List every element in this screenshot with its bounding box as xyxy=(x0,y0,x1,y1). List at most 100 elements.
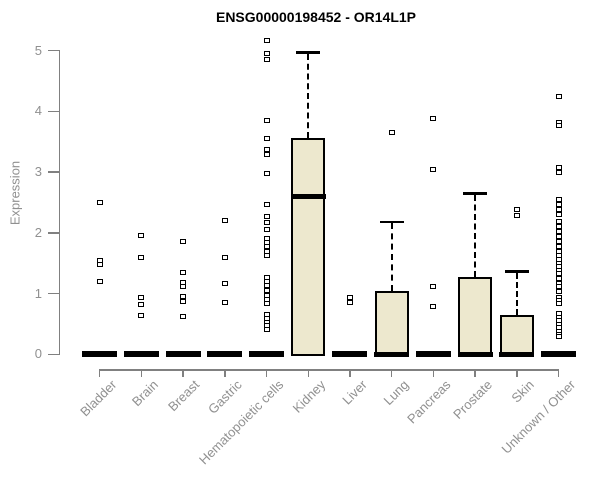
zero-median-bar xyxy=(207,351,243,358)
y-tick-label: 3 xyxy=(34,164,42,180)
box-iqr xyxy=(374,290,409,357)
outlier-point xyxy=(180,239,187,245)
outlier-point xyxy=(138,301,145,307)
y-tick-label: 0 xyxy=(34,346,42,362)
category-label: Gastric xyxy=(204,377,245,417)
outlier-point xyxy=(555,334,562,340)
box-iqr xyxy=(499,314,534,357)
outlier-point xyxy=(555,301,562,307)
outlier-point xyxy=(555,218,562,224)
outlier-point xyxy=(555,224,562,230)
y-axis-tick xyxy=(48,171,60,173)
outlier-point xyxy=(555,202,562,208)
outlier-point xyxy=(555,289,562,295)
box-iqr xyxy=(291,138,326,357)
whisker-cap xyxy=(504,270,529,273)
x-axis-tick xyxy=(307,369,309,377)
category-label: Unknown / Other xyxy=(498,377,579,457)
y-axis-tick xyxy=(48,232,60,234)
outlier-point xyxy=(555,196,562,202)
zero-median-bar xyxy=(332,351,368,358)
outlier-point xyxy=(555,93,562,99)
outlier-point xyxy=(263,147,270,153)
median-line xyxy=(457,351,493,358)
category-label: Brain xyxy=(128,377,161,410)
outlier-point xyxy=(555,212,562,218)
outlier-point xyxy=(138,254,145,260)
y-axis-line xyxy=(58,50,60,355)
zero-median-bar xyxy=(165,351,201,358)
outlier-point xyxy=(388,130,395,136)
x-axis-tick xyxy=(432,369,435,377)
x-axis-tick xyxy=(349,369,351,377)
outlier-point xyxy=(180,294,187,300)
zero-median-bar xyxy=(415,351,451,358)
outlier-point xyxy=(263,117,270,123)
x-axis-tick xyxy=(98,369,101,377)
zero-median-bar xyxy=(82,351,118,358)
outlier-point xyxy=(138,295,145,301)
outlier-point xyxy=(555,248,562,254)
y-axis-tick xyxy=(48,292,60,295)
whisker-cap xyxy=(296,51,321,54)
outlier-point xyxy=(263,282,270,288)
zero-median-bar xyxy=(123,351,159,358)
y-tick-label: 1 xyxy=(34,285,42,301)
outlier-point xyxy=(430,303,437,309)
outlier-point xyxy=(180,298,187,304)
box-iqr xyxy=(458,276,493,357)
x-axis-tick xyxy=(474,369,476,377)
outlier-point xyxy=(555,243,562,249)
median-line xyxy=(290,193,326,200)
category-label: Skin xyxy=(508,377,537,406)
outlier-point xyxy=(513,206,520,212)
whisker-line xyxy=(307,53,310,139)
category-label: Kidney xyxy=(289,377,328,416)
category-label: Pancreas xyxy=(403,377,454,427)
outlier-point xyxy=(96,261,103,267)
zero-median-bar xyxy=(541,351,577,358)
category-label: Bladder xyxy=(76,377,120,420)
outlier-point xyxy=(263,288,270,294)
outlier-point xyxy=(263,56,270,62)
x-axis-tick xyxy=(557,369,560,377)
outlier-point xyxy=(180,283,187,289)
outlier-point xyxy=(263,300,270,306)
y-tick-label: 4 xyxy=(34,103,42,119)
outlier-point xyxy=(221,254,228,260)
outlier-point xyxy=(263,37,270,43)
y-axis-tick xyxy=(48,353,60,356)
y-tick-label: 2 xyxy=(34,224,42,240)
outlier-point xyxy=(263,219,270,225)
x-axis-tick xyxy=(390,369,393,377)
outlier-point xyxy=(555,207,562,213)
outlier-point xyxy=(555,169,562,175)
x-axis-line xyxy=(99,369,559,371)
outlier-point xyxy=(555,229,562,235)
outlier-point xyxy=(96,278,103,284)
outlier-point xyxy=(263,213,270,219)
median-line xyxy=(374,351,410,358)
outlier-point xyxy=(263,51,270,57)
whisker-line xyxy=(390,223,393,291)
category-label: Breast xyxy=(165,377,203,415)
outlier-point xyxy=(263,151,270,157)
median-line xyxy=(499,351,535,358)
x-axis-tick xyxy=(265,369,268,377)
whisker-cap xyxy=(379,220,404,224)
outlier-point xyxy=(180,314,187,320)
outlier-point xyxy=(180,269,187,275)
category-label: Lung xyxy=(380,377,412,409)
whisker-line xyxy=(474,194,477,277)
outlier-point xyxy=(430,116,437,122)
whisker-cap xyxy=(463,192,488,195)
x-axis-tick xyxy=(516,369,518,377)
y-tick-label: 5 xyxy=(34,42,42,58)
x-axis-tick xyxy=(182,369,184,377)
x-axis-tick xyxy=(140,369,143,377)
outlier-point xyxy=(555,122,562,128)
outlier-point xyxy=(555,275,562,281)
outlier-point xyxy=(96,199,103,205)
outlier-point xyxy=(263,326,270,332)
